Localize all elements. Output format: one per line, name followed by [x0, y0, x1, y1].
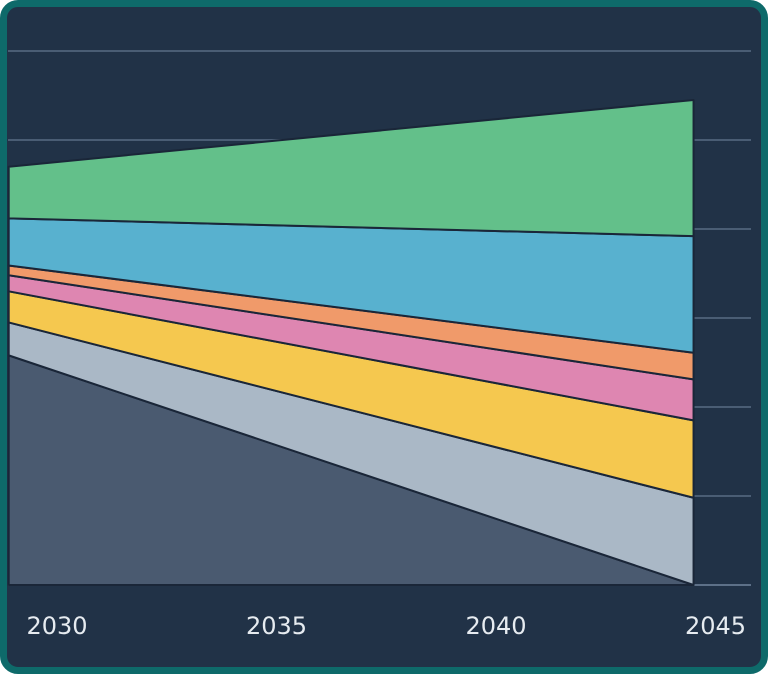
- x-tick-label: 2040: [465, 612, 526, 640]
- x-tick-label: 2030: [26, 612, 87, 640]
- x-axis-ticks: 2030 2035 2040 2045: [26, 612, 746, 640]
- x-tick-label: 2045: [685, 612, 746, 640]
- area-series-6: [7, 98, 695, 238]
- x-tick-label: 2035: [246, 612, 307, 640]
- areas: [7, 98, 695, 586]
